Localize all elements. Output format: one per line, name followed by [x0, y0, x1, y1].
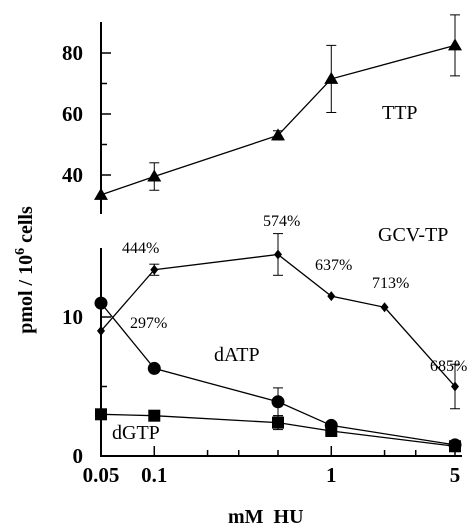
series-line-gcv-tp — [100, 253, 456, 387]
data-point-gcv-tp — [150, 264, 159, 275]
series-label-gcv-tp: GCV-TP — [378, 224, 448, 246]
x-axis-title: mM HU — [228, 506, 304, 528]
y-tick-label: 0 — [73, 444, 84, 468]
data-point-dgtp — [449, 440, 461, 453]
y-tick-label: 60 — [62, 102, 83, 126]
x-tick-label: 0.05 — [83, 463, 120, 487]
annotation-685: 685% — [430, 358, 467, 375]
data-point-dgtp — [148, 409, 161, 422]
series-group — [94, 14, 462, 453]
series-label-datp: dATP — [214, 344, 260, 366]
annotation-713: 713% — [372, 275, 409, 292]
data-point-ttp — [271, 128, 285, 141]
data-point-gcv-tp — [274, 249, 282, 260]
annotation-297: 297% — [130, 315, 167, 332]
x-tick-label: 1 — [326, 463, 337, 487]
x-tick-label: 5 — [450, 463, 461, 487]
data-point-gcv-tp — [451, 381, 459, 392]
data-point-gcv-tp — [97, 325, 105, 336]
data-point-gcv-tp — [327, 291, 336, 302]
y-axis-title: pmol / 106 cells — [13, 206, 37, 334]
data-point-datp — [271, 395, 285, 409]
annotation-637: 637% — [315, 257, 352, 274]
series-label-dgtp: dGTP — [112, 422, 160, 444]
y-axis-title-superscript: 6 — [13, 248, 28, 255]
annotation-574: 574% — [263, 213, 300, 230]
data-point-gcv-tp — [380, 302, 389, 313]
y-tick-label: 10 — [62, 305, 83, 329]
data-point-ttp — [324, 71, 339, 84]
axes: 40 60 80 0 10 0.05 0.1 1 5 — [62, 22, 462, 487]
data-point-ttp — [448, 38, 462, 51]
annotation-444: 444% — [122, 240, 159, 257]
data-point-dgtp — [95, 408, 107, 421]
y-axis-title-main: pmol / 10 — [15, 255, 37, 334]
data-point-datp — [147, 361, 161, 375]
series-label-ttp: TTP — [382, 102, 418, 124]
x-tick-label: 0.1 — [141, 463, 167, 487]
y-tick-label: 40 — [62, 163, 83, 187]
y-axis-title-suffix: cells — [15, 206, 37, 248]
data-point-ttp — [94, 187, 108, 200]
data-point-ttp — [147, 169, 162, 182]
data-point-dgtp — [325, 424, 338, 437]
data-point-dgtp — [272, 416, 284, 429]
data-point-datp — [94, 296, 108, 310]
y-tick-label: 80 — [62, 41, 83, 65]
